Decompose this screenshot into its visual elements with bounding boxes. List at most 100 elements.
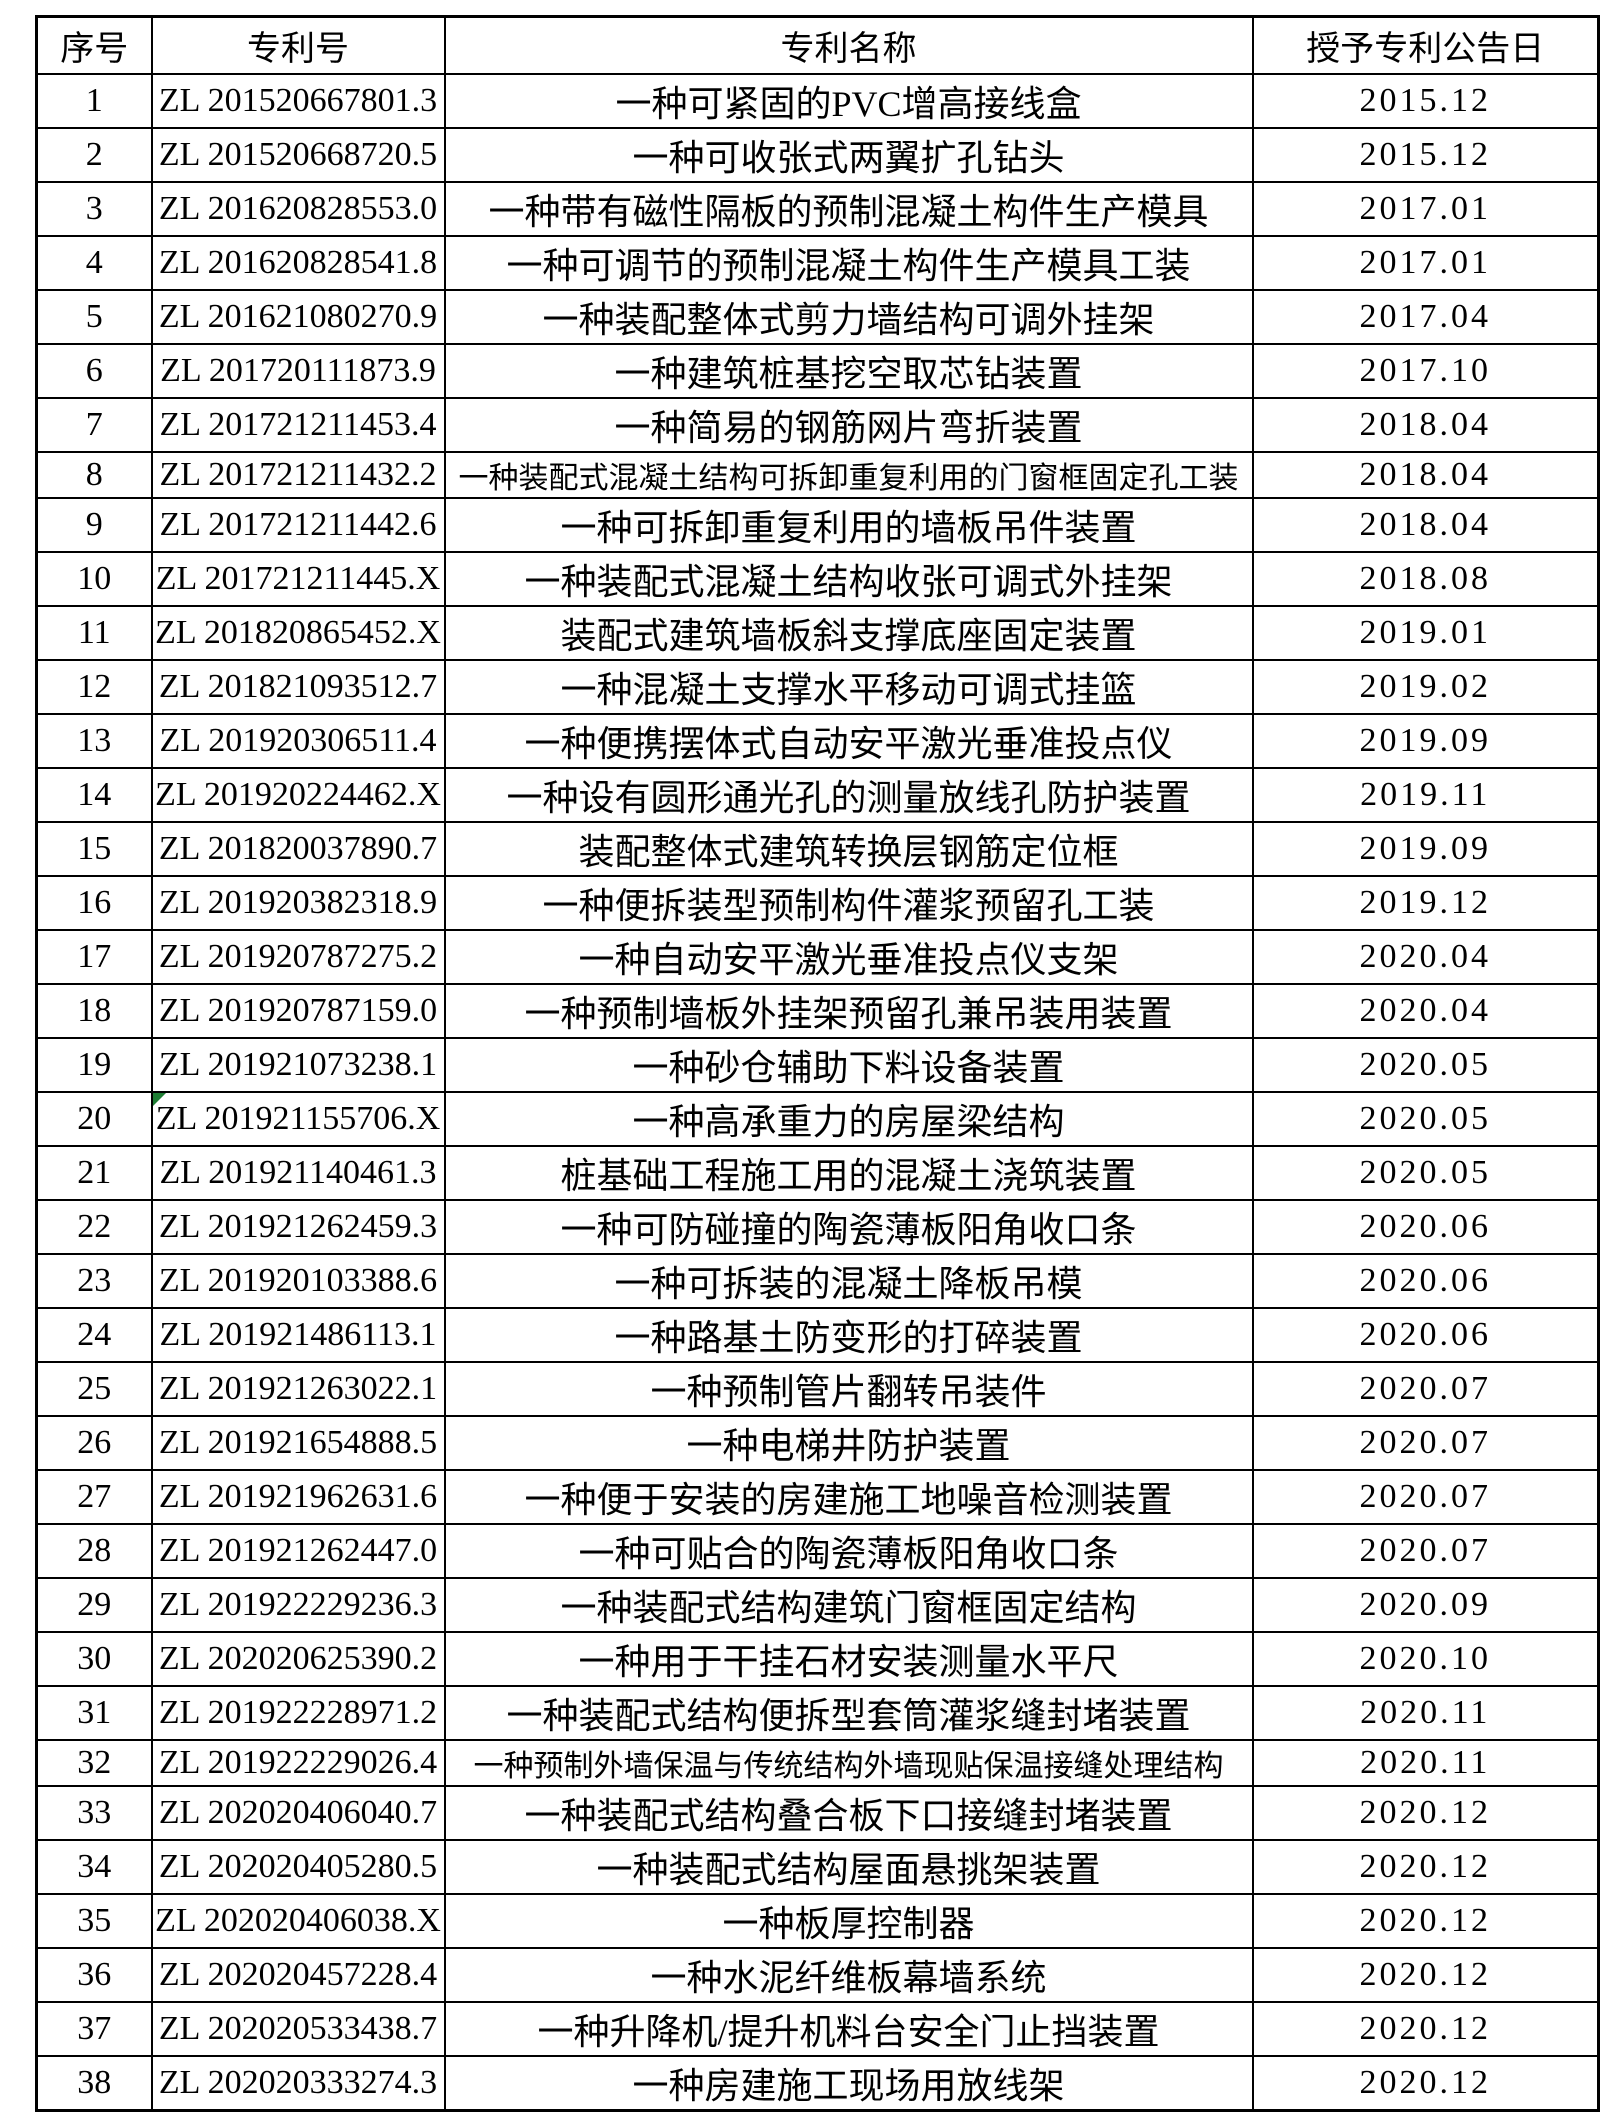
patent-number-cell: ZL 201922229026.4 [150,1739,446,1787]
patent-name-cell: 一种房建施工现场用放线架 [443,2055,1254,2112]
table-row: 37 ZL 202020533438.7 一种升降机/提升机料台安全门止挡装置 … [35,2001,1600,2057]
grant-date-cell: 2020.11 [1251,1739,1600,1787]
patent-number-cell: ZL 201921262447.0 [150,1523,446,1579]
table-row: 11 ZL 201820865452.X 装配式建筑墙板斜支撑底座固定装置 20… [35,605,1600,661]
grant-date-cell: 2020.06 [1251,1307,1600,1363]
patent-table: 序号 专利号 专利名称 授予专利公告日 1 ZL 201520667801.3 … [35,15,1600,2112]
patent-number-cell: ZL 201921962631.6 [150,1469,446,1525]
patent-name-cell: 一种装配式结构建筑门窗框固定结构 [443,1577,1254,1633]
patent-number-cell: ZL 201920787159.0 [150,983,446,1039]
patent-name-cell: 一种装配式结构屋面悬挑架装置 [443,1839,1254,1895]
grant-date-cell: 2020.11 [1251,1685,1600,1741]
patent-table-header: 序号 专利号 专利名称 授予专利公告日 [35,15,1600,75]
serial-number-cell: 14 [35,767,153,823]
patent-number-cell: ZL 202020625390.2 [150,1631,446,1687]
table-row: 22 ZL 201921262459.3 一种可防碰撞的陶瓷薄板阳角收口条 20… [35,1199,1600,1255]
header-patent-number: 专利号 [150,15,446,75]
grant-date-cell: 2018.08 [1251,551,1600,607]
patent-number-cell: ZL 201820037890.7 [150,821,446,877]
patent-name-cell: 一种可防碰撞的陶瓷薄板阳角收口条 [443,1199,1254,1255]
patent-name-cell: 一种自动安平激光垂准投点仪支架 [443,929,1254,985]
table-row: 28 ZL 201921262447.0 一种可贴合的陶瓷薄板阳角收口条 202… [35,1523,1600,1579]
grant-date-cell: 2020.12 [1251,2001,1600,2057]
patent-number-cell: ZL 201920224462.X [150,767,446,823]
serial-number-cell: 21 [35,1145,153,1201]
grant-date-cell: 2020.12 [1251,1785,1600,1841]
grant-date-cell: 2015.12 [1251,73,1600,129]
header-grant-date: 授予专利公告日 [1251,15,1600,75]
serial-number-cell: 7 [35,397,153,453]
patent-name-cell: 一种装配式混凝土结构收张可调式外挂架 [443,551,1254,607]
patent-name-cell: 一种路基土防变形的打碎装置 [443,1307,1254,1363]
serial-number-cell: 15 [35,821,153,877]
grant-date-cell: 2018.04 [1251,451,1600,499]
grant-date-cell: 2017.01 [1251,181,1600,237]
table-row: 34 ZL 202020405280.5 一种装配式结构屋面悬挑架装置 2020… [35,1839,1600,1895]
patent-name-cell: 一种电梯井防护装置 [443,1415,1254,1471]
grant-date-cell: 2018.04 [1251,497,1600,553]
patent-number-cell: ZL 202020406040.7 [150,1785,446,1841]
serial-number-cell: 11 [35,605,153,661]
patent-number-cell: ZL 201721211453.4 [150,397,446,453]
patent-number-cell: ZL 201922229236.3 [150,1577,446,1633]
patent-name-cell: 一种可拆装的混凝土降板吊模 [443,1253,1254,1309]
patent-number-cell: ZL 201921263022.1 [150,1361,446,1417]
serial-number-cell: 37 [35,2001,153,2057]
header-patent-name: 专利名称 [443,15,1254,75]
grant-date-cell: 2015.12 [1251,127,1600,183]
patent-number-cell: ZL 201721211445.X [150,551,446,607]
table-row: 17 ZL 201920787275.2 一种自动安平激光垂准投点仪支架 202… [35,929,1600,985]
serial-number-cell: 23 [35,1253,153,1309]
patent-number-cell: ZL 201520667801.3 [150,73,446,129]
patent-name-cell: 装配整体式建筑转换层钢筋定位框 [443,821,1254,877]
patent-number-cell: ZL 201921155706.X [150,1091,446,1147]
table-row: 35 ZL 202020406038.X 一种板厚控制器 2020.12 [35,1893,1600,1949]
patent-name-cell: 一种设有圆形通光孔的测量放线孔防护装置 [443,767,1254,823]
serial-number-cell: 20 [35,1091,153,1147]
grant-date-cell: 2020.12 [1251,1839,1600,1895]
table-row: 30 ZL 202020625390.2 一种用于干挂石材安装测量水平尺 202… [35,1631,1600,1687]
patent-number-cell: ZL 202020457228.4 [150,1947,446,2003]
patent-name-cell: 一种用于干挂石材安装测量水平尺 [443,1631,1254,1687]
patent-name-cell: 一种建筑桩基挖空取芯钻装置 [443,343,1254,399]
cell-error-indicator-triangle-icon [153,1094,166,1106]
patent-name-cell: 一种混凝土支撑水平移动可调式挂篮 [443,659,1254,715]
serial-number-cell: 10 [35,551,153,607]
grant-date-cell: 2017.01 [1251,235,1600,291]
table-row: 4 ZL 201620828541.8 一种可调节的预制混凝土构件生产模具工装 … [35,235,1600,291]
table-row: 1 ZL 201520667801.3 一种可紧固的PVC增高接线盒 2015.… [35,73,1600,129]
patent-number-cell: ZL 201821093512.7 [150,659,446,715]
patent-name-cell: 一种装配式结构便拆型套筒灌浆缝封堵装置 [443,1685,1254,1741]
patent-number-cell: ZL 201921140461.3 [150,1145,446,1201]
table-row: 6 ZL 201720111873.9 一种建筑桩基挖空取芯钻装置 2017.1… [35,343,1600,399]
patent-number-cell: ZL 201621080270.9 [150,289,446,345]
grant-date-cell: 2020.07 [1251,1469,1600,1525]
serial-number-cell: 16 [35,875,153,931]
serial-number-cell: 17 [35,929,153,985]
grant-date-cell: 2020.09 [1251,1577,1600,1633]
table-row: 7 ZL 201721211453.4 一种简易的钢筋网片弯折装置 2018.0… [35,397,1600,453]
patent-name-cell: 一种预制墙板外挂架预留孔兼吊装用装置 [443,983,1254,1039]
table-row: 16 ZL 201920382318.9 一种便拆装型预制构件灌浆预留孔工装 2… [35,875,1600,931]
patent-number-cell: ZL 202020405280.5 [150,1839,446,1895]
patent-number-cell: ZL 201721211432.2 [150,451,446,499]
table-row: 18 ZL 201920787159.0 一种预制墙板外挂架预留孔兼吊装用装置 … [35,983,1600,1039]
table-row: 24 ZL 201921486113.1 一种路基土防变形的打碎装置 2020.… [35,1307,1600,1363]
patent-name-cell: 一种便于安装的房建施工地噪音检测装置 [443,1469,1254,1525]
serial-number-cell: 32 [35,1739,153,1787]
table-row: 5 ZL 201621080270.9 一种装配整体式剪力墙结构可调外挂架 20… [35,289,1600,345]
patent-number-cell: ZL 202020333274.3 [150,2055,446,2112]
serial-number-cell: 25 [35,1361,153,1417]
patent-name-cell: 一种可紧固的PVC增高接线盒 [443,73,1254,129]
serial-number-cell: 3 [35,181,153,237]
patent-number-cell: ZL 201921073238.1 [150,1037,446,1093]
patent-name-cell: 一种可调节的预制混凝土构件生产模具工装 [443,235,1254,291]
serial-number-cell: 26 [35,1415,153,1471]
patent-number-cell: ZL 201921262459.3 [150,1199,446,1255]
patent-name-cell: 桩基础工程施工用的混凝土浇筑装置 [443,1145,1254,1201]
table-row: 20 ZL 201921155706.X 一种高承重力的房屋梁结构 2020.0… [35,1091,1600,1147]
serial-number-cell: 27 [35,1469,153,1525]
table-row: 14 ZL 201920224462.X 一种设有圆形通光孔的测量放线孔防护装置… [35,767,1600,823]
grant-date-cell: 2018.04 [1251,397,1600,453]
grant-date-cell: 2020.06 [1251,1253,1600,1309]
